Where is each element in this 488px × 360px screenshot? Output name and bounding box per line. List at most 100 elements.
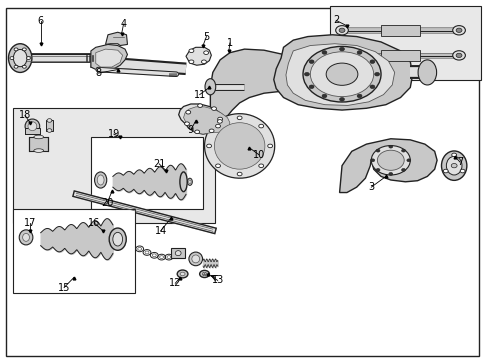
Circle shape xyxy=(22,65,26,68)
Text: 18: 18 xyxy=(19,111,31,121)
Text: 15: 15 xyxy=(58,283,70,293)
Text: 1: 1 xyxy=(226,38,232,48)
Circle shape xyxy=(322,51,326,54)
Polygon shape xyxy=(339,139,436,193)
Circle shape xyxy=(188,49,193,53)
Circle shape xyxy=(455,53,461,58)
Ellipse shape xyxy=(325,63,357,85)
Circle shape xyxy=(335,51,347,60)
Ellipse shape xyxy=(214,123,264,169)
Bar xyxy=(13,209,135,293)
Text: 20: 20 xyxy=(101,198,113,208)
Circle shape xyxy=(209,129,214,132)
Circle shape xyxy=(335,26,347,35)
Bar xyxy=(25,128,40,134)
Circle shape xyxy=(258,164,263,168)
Text: 8: 8 xyxy=(95,68,101,78)
Ellipse shape xyxy=(34,149,43,152)
Text: 7: 7 xyxy=(456,157,462,167)
Ellipse shape xyxy=(310,52,373,96)
Text: 6: 6 xyxy=(38,17,43,27)
Circle shape xyxy=(217,117,222,121)
Text: 17: 17 xyxy=(24,218,36,228)
Circle shape xyxy=(339,98,344,101)
Text: 2: 2 xyxy=(332,15,339,26)
Ellipse shape xyxy=(180,272,184,276)
Ellipse shape xyxy=(370,145,409,175)
Polygon shape xyxy=(185,47,211,65)
Ellipse shape xyxy=(97,175,104,185)
Ellipse shape xyxy=(47,129,52,132)
Circle shape xyxy=(308,85,313,89)
Ellipse shape xyxy=(446,156,461,175)
Ellipse shape xyxy=(202,273,206,275)
Polygon shape xyxy=(91,44,127,71)
Ellipse shape xyxy=(204,79,215,95)
Circle shape xyxy=(185,111,190,114)
Ellipse shape xyxy=(175,251,181,256)
Bar xyxy=(171,248,184,258)
Circle shape xyxy=(369,85,374,89)
Circle shape xyxy=(459,169,464,173)
Circle shape xyxy=(322,94,326,98)
Circle shape xyxy=(401,168,405,171)
Ellipse shape xyxy=(113,232,122,246)
Polygon shape xyxy=(96,49,122,67)
Text: 5: 5 xyxy=(203,32,209,41)
Circle shape xyxy=(388,145,392,148)
Circle shape xyxy=(304,72,309,76)
Circle shape xyxy=(217,120,222,123)
Circle shape xyxy=(370,159,374,162)
Text: 4: 4 xyxy=(120,19,126,29)
Circle shape xyxy=(308,60,313,63)
Ellipse shape xyxy=(191,255,199,263)
Polygon shape xyxy=(285,44,394,105)
Circle shape xyxy=(184,122,189,126)
Circle shape xyxy=(26,57,30,59)
Ellipse shape xyxy=(13,49,27,67)
Circle shape xyxy=(201,60,206,64)
Ellipse shape xyxy=(188,252,202,266)
Text: 3: 3 xyxy=(367,182,374,192)
Circle shape xyxy=(388,172,392,175)
Circle shape xyxy=(237,116,242,120)
Bar xyxy=(29,137,48,150)
Ellipse shape xyxy=(22,233,29,241)
Polygon shape xyxy=(183,107,229,134)
Polygon shape xyxy=(210,49,366,151)
Circle shape xyxy=(203,51,208,54)
Circle shape xyxy=(14,65,18,68)
Text: 16: 16 xyxy=(88,218,100,228)
Polygon shape xyxy=(105,32,127,45)
Ellipse shape xyxy=(417,60,436,85)
Circle shape xyxy=(22,48,26,51)
Ellipse shape xyxy=(303,46,380,102)
Text: 21: 21 xyxy=(153,159,165,169)
Circle shape xyxy=(450,163,456,168)
Ellipse shape xyxy=(47,119,52,122)
Circle shape xyxy=(215,124,220,128)
Text: 19: 19 xyxy=(107,129,120,139)
Circle shape xyxy=(452,26,465,35)
Circle shape xyxy=(369,60,374,63)
Circle shape xyxy=(339,47,344,51)
Circle shape xyxy=(401,149,405,152)
Ellipse shape xyxy=(19,230,33,245)
Circle shape xyxy=(258,124,263,128)
Ellipse shape xyxy=(109,228,126,250)
Ellipse shape xyxy=(188,180,191,184)
Circle shape xyxy=(338,28,344,32)
Circle shape xyxy=(14,48,18,51)
Ellipse shape xyxy=(377,150,404,170)
Circle shape xyxy=(211,107,216,111)
Circle shape xyxy=(215,164,220,168)
Bar xyxy=(380,50,419,61)
Bar xyxy=(13,108,215,223)
Circle shape xyxy=(267,144,272,148)
Circle shape xyxy=(374,72,379,76)
Ellipse shape xyxy=(199,270,209,278)
Text: 12: 12 xyxy=(169,278,181,288)
Ellipse shape xyxy=(8,44,32,72)
Circle shape xyxy=(356,51,361,54)
Circle shape xyxy=(443,169,447,173)
